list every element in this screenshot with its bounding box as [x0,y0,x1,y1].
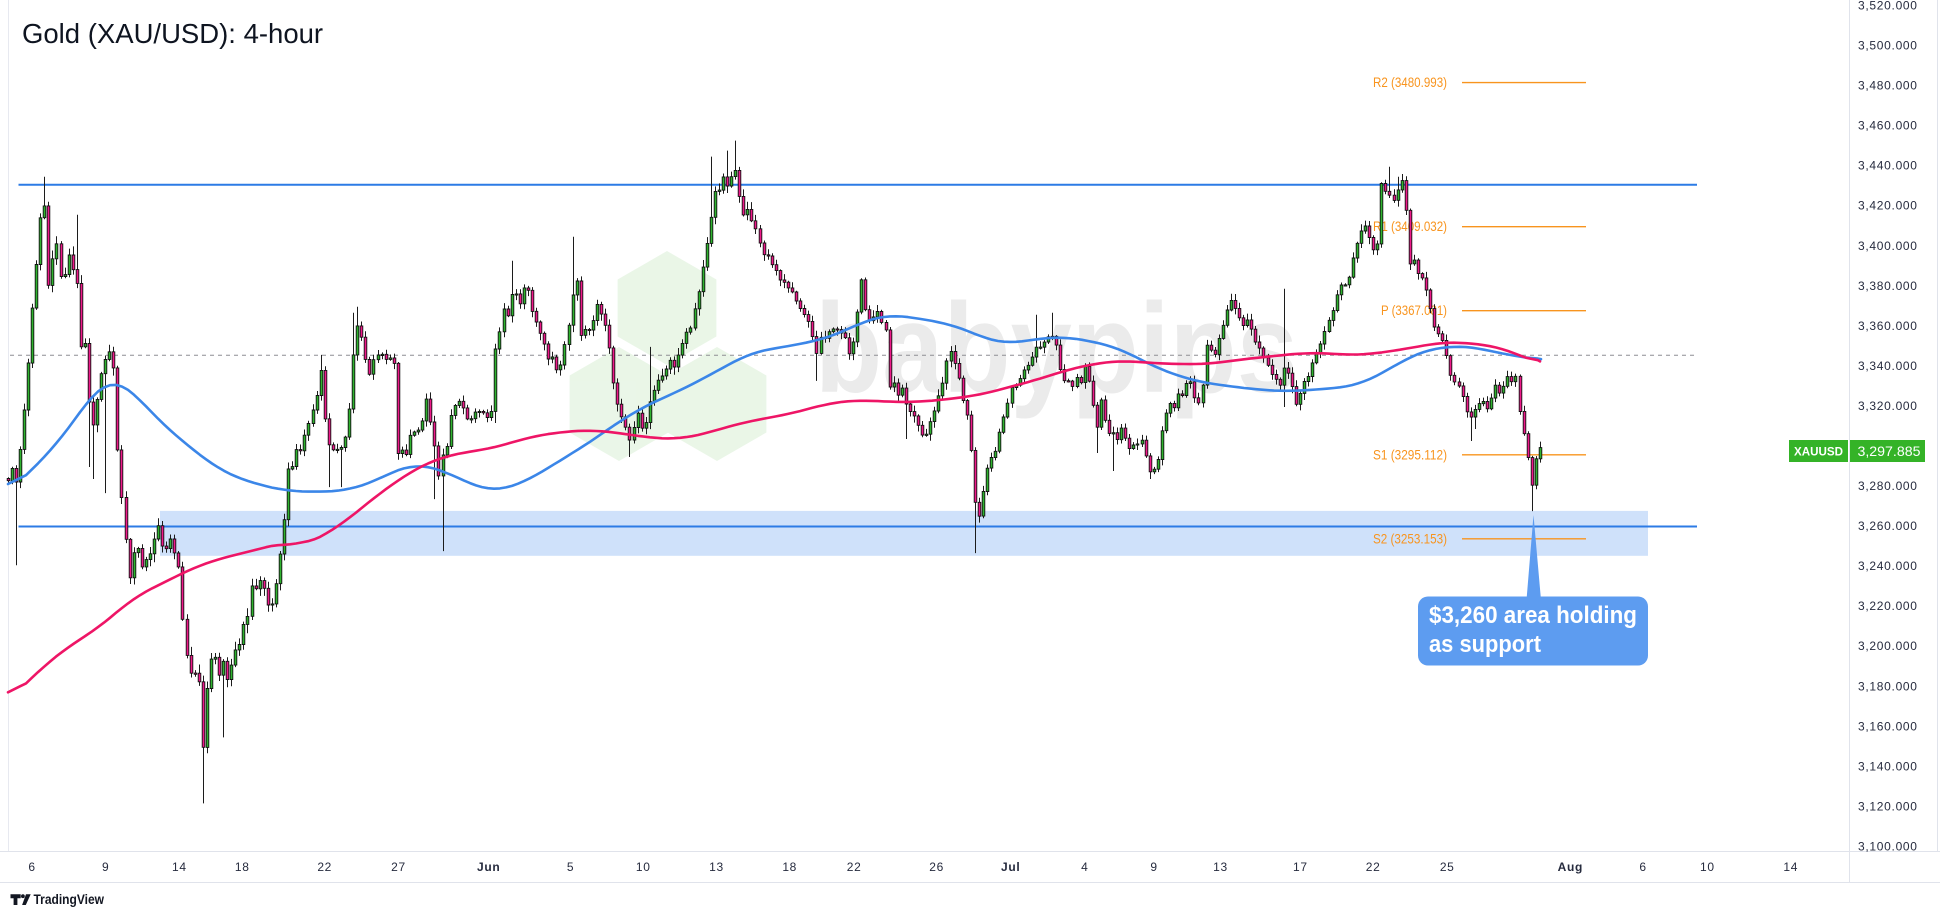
svg-text:3,500.000: 3,500.000 [1858,39,1918,53]
svg-text:P (3367.081): P (3367.081) [1381,303,1447,318]
svg-text:S1 (3295.112): S1 (3295.112) [1373,447,1447,462]
svg-text:3,280.000: 3,280.000 [1858,479,1918,493]
svg-text:3,240.000: 3,240.000 [1858,559,1918,573]
svg-text:4: 4 [1081,860,1088,874]
svg-text:22: 22 [317,860,332,874]
svg-text:3,220.000: 3,220.000 [1858,599,1918,613]
svg-text:$3,260 area holding: $3,260 area holding [1429,602,1637,629]
svg-text:3,260.000: 3,260.000 [1858,519,1918,533]
svg-text:6: 6 [28,860,35,874]
svg-text:Jun: Jun [477,860,500,874]
svg-text:3,440.000: 3,440.000 [1858,159,1918,173]
svg-text:10: 10 [636,860,651,874]
svg-text:Aug: Aug [1558,860,1583,874]
svg-text:3,340.000: 3,340.000 [1858,359,1918,373]
svg-text:3,420.000: 3,420.000 [1858,199,1918,213]
svg-text:14: 14 [1783,860,1798,874]
svg-text:3,120.000: 3,120.000 [1858,800,1918,814]
svg-text:Gold (XAU/USD): 4-hour: Gold (XAU/USD): 4-hour [22,18,323,49]
svg-text:5: 5 [567,860,574,874]
svg-text:3,520.000: 3,520.000 [1858,0,1918,13]
svg-text:3,320.000: 3,320.000 [1858,399,1918,413]
svg-text:S2 (3253.153): S2 (3253.153) [1373,531,1447,546]
svg-text:3,100.000: 3,100.000 [1858,840,1918,854]
svg-text:3,297.885: 3,297.885 [1858,444,1921,459]
svg-text:3,380.000: 3,380.000 [1858,279,1918,293]
svg-text:10: 10 [1700,860,1715,874]
svg-text:22: 22 [1366,860,1381,874]
svg-text:6: 6 [1639,860,1646,874]
svg-text:3,160.000: 3,160.000 [1858,719,1918,733]
svg-text:3,200.000: 3,200.000 [1858,639,1918,653]
svg-text:9: 9 [1150,860,1157,874]
svg-text:3,360.000: 3,360.000 [1858,319,1918,333]
svg-text:9: 9 [102,860,109,874]
svg-text:3,140.000: 3,140.000 [1858,759,1918,773]
svg-text:17: 17 [1293,860,1308,874]
svg-text:13: 13 [1213,860,1228,874]
svg-text:3,180.000: 3,180.000 [1858,679,1918,693]
svg-text:XAUUSD: XAUUSD [1794,445,1843,459]
svg-text:Jul: Jul [1001,860,1020,874]
svg-text:3,460.000: 3,460.000 [1858,119,1918,133]
svg-text:3,400.000: 3,400.000 [1858,239,1918,253]
svg-text:13: 13 [709,860,724,874]
svg-text:25: 25 [1440,860,1455,874]
svg-text:26: 26 [929,860,944,874]
svg-text:TradingView: TradingView [34,892,105,907]
svg-text:3,480.000: 3,480.000 [1858,79,1918,93]
svg-text:22: 22 [847,860,862,874]
svg-text:27: 27 [391,860,406,874]
svg-text:18: 18 [235,860,250,874]
svg-text:18: 18 [782,860,797,874]
svg-text:R2 (3480.993): R2 (3480.993) [1373,75,1447,90]
svg-text:as support: as support [1429,631,1541,658]
svg-text:14: 14 [172,860,187,874]
